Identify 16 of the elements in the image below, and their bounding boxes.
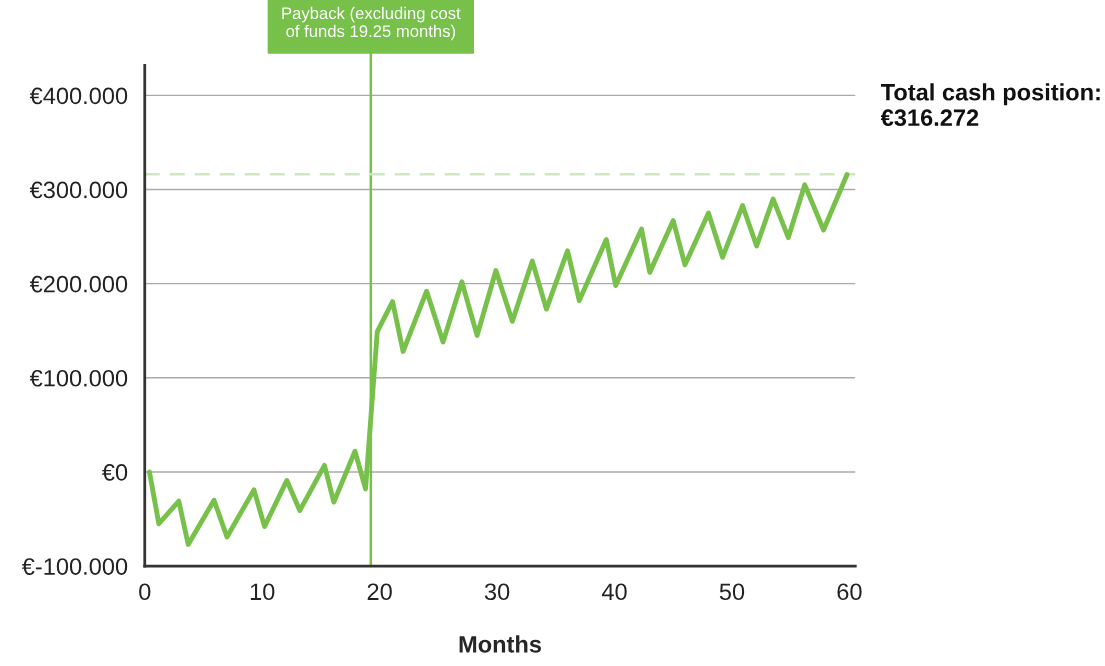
x-tick-label: 30 (484, 583, 510, 601)
x-tick-label: 60 (837, 583, 862, 601)
x-tick-label: 20 (367, 583, 392, 601)
y-tick-label: €100.000 (29, 369, 128, 387)
y-tick-label: €200.000 (29, 275, 128, 293)
x-tick-label: 40 (601, 583, 627, 601)
y-tick-label: €300.000 (29, 181, 128, 199)
ref-line-label: Payback (excluding cost of funds 19.25 months) (282, 6, 461, 41)
y-tick-label: €0 (102, 464, 128, 481)
y-tick-label: €-100.000 (21, 558, 128, 575)
text: Total cash position: €316.272 (880, 83, 1100, 127)
y-tick-label: €400.000 (29, 87, 128, 105)
x-tick-label: 10 (250, 583, 275, 601)
x-axis-title: Months (459, 635, 542, 653)
x-tick-label: 0 (139, 583, 151, 601)
x-tick-label: 50 (719, 583, 745, 601)
